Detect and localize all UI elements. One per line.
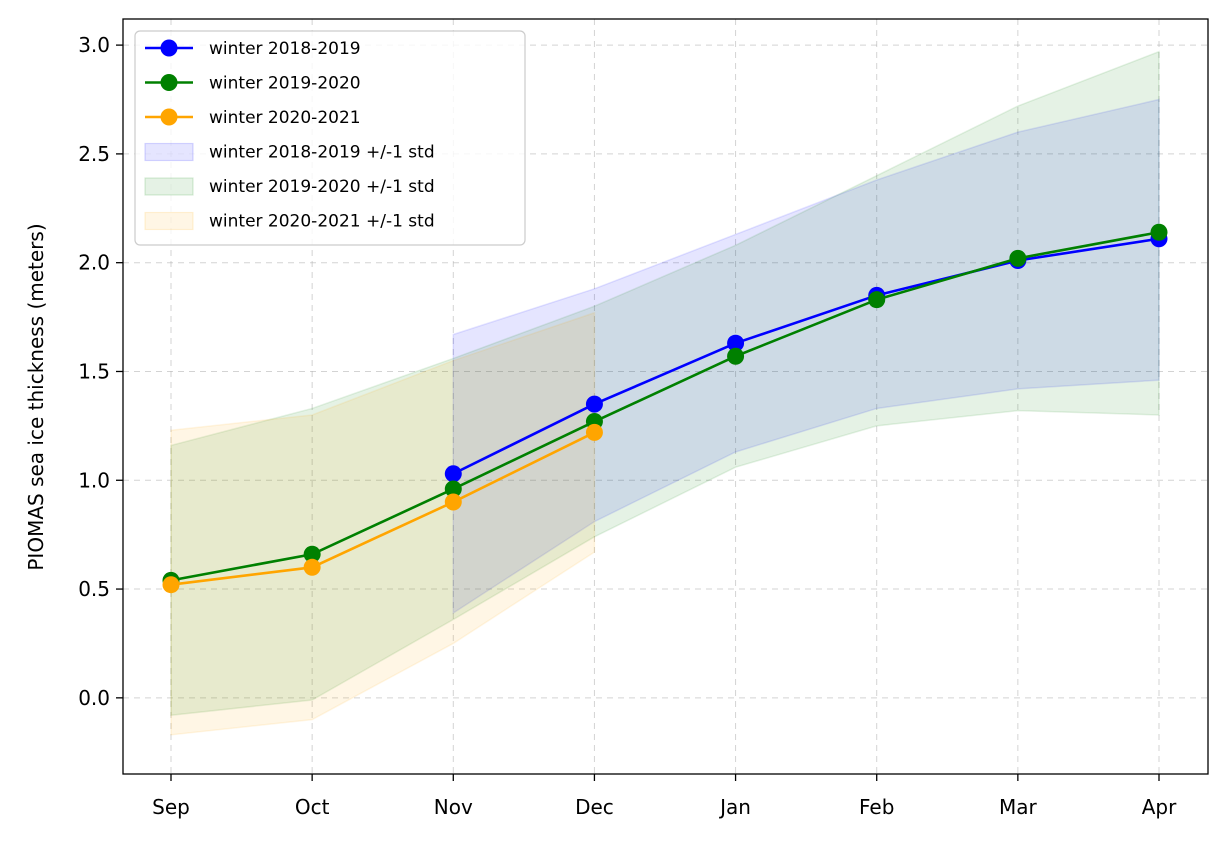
y-tick-label: 2.0 xyxy=(78,251,110,275)
std-bands xyxy=(170,50,1160,736)
data-point xyxy=(585,395,603,413)
y-tick-label: 3.0 xyxy=(78,33,110,57)
legend-marker-0 xyxy=(160,39,178,57)
legend-band-swatch-1 xyxy=(144,177,194,196)
legend-band-label-1: winter 2019-2020 +/-1 std xyxy=(209,177,435,197)
std-band-0 xyxy=(452,98,1160,615)
legend: winter 2018-2019 winter 2019-2020 winter 2… xyxy=(134,30,526,246)
std-band-1 xyxy=(170,50,1160,717)
data-point xyxy=(727,334,745,352)
data-point xyxy=(444,465,462,483)
series-line-1 xyxy=(170,230,1160,582)
y-tick-label: 0.0 xyxy=(78,686,110,710)
series-lines xyxy=(162,223,1168,594)
axis-ticks: 0.0 0.5 1.0 1.5 2.0 2.5 3.0 Sep Oct Nov Dec Jan Feb M… xyxy=(78,33,1177,819)
data-point xyxy=(444,493,462,511)
x-tick-label: Oct xyxy=(295,795,330,819)
data-point xyxy=(868,291,886,309)
x-tick-label: Dec xyxy=(575,795,614,819)
legend-label-1: winter 2019-2020 xyxy=(209,74,361,94)
series-line-2 xyxy=(170,431,596,586)
data-point xyxy=(303,545,321,563)
y-tick-label: 0.5 xyxy=(78,577,110,601)
legend-band-label-2: winter 2020-2021 +/-1 std xyxy=(209,212,435,232)
std-band-2 xyxy=(170,311,596,736)
legend-band-label-0: winter 2018-2019 +/-1 std xyxy=(209,143,435,163)
data-point xyxy=(303,558,321,576)
data-point xyxy=(444,480,462,498)
x-tick-label: Mar xyxy=(999,795,1038,819)
data-point xyxy=(727,347,745,365)
y-axis-label: PIOMAS sea ice thickness (meters) xyxy=(24,223,48,570)
legend-marker-2 xyxy=(160,108,178,126)
legend-marker-1 xyxy=(160,74,178,91)
x-tick-label: Sep xyxy=(152,795,190,819)
x-tick-label: Jan xyxy=(718,795,751,819)
x-tick-label: Feb xyxy=(859,795,894,819)
plot-frame xyxy=(122,18,1209,775)
data-point xyxy=(1150,223,1168,241)
legend-box xyxy=(134,30,526,246)
y-tick-label: 2.5 xyxy=(78,142,110,166)
legend-band-swatch-2 xyxy=(144,211,194,231)
x-tick-label: Apr xyxy=(1142,795,1177,819)
y-tick-label: 1.0 xyxy=(78,468,110,492)
data-point xyxy=(585,423,603,441)
data-point xyxy=(162,576,180,594)
y-tick-label: 1.5 xyxy=(78,359,110,383)
series-line-0 xyxy=(452,237,1160,475)
legend-label-0: winter 2018-2019 xyxy=(209,39,361,59)
data-point xyxy=(1009,249,1027,267)
legend-band-swatch-0 xyxy=(144,142,194,162)
legend-label-2: winter 2020-2021 xyxy=(209,108,361,128)
x-tick-label: Nov xyxy=(434,795,473,819)
